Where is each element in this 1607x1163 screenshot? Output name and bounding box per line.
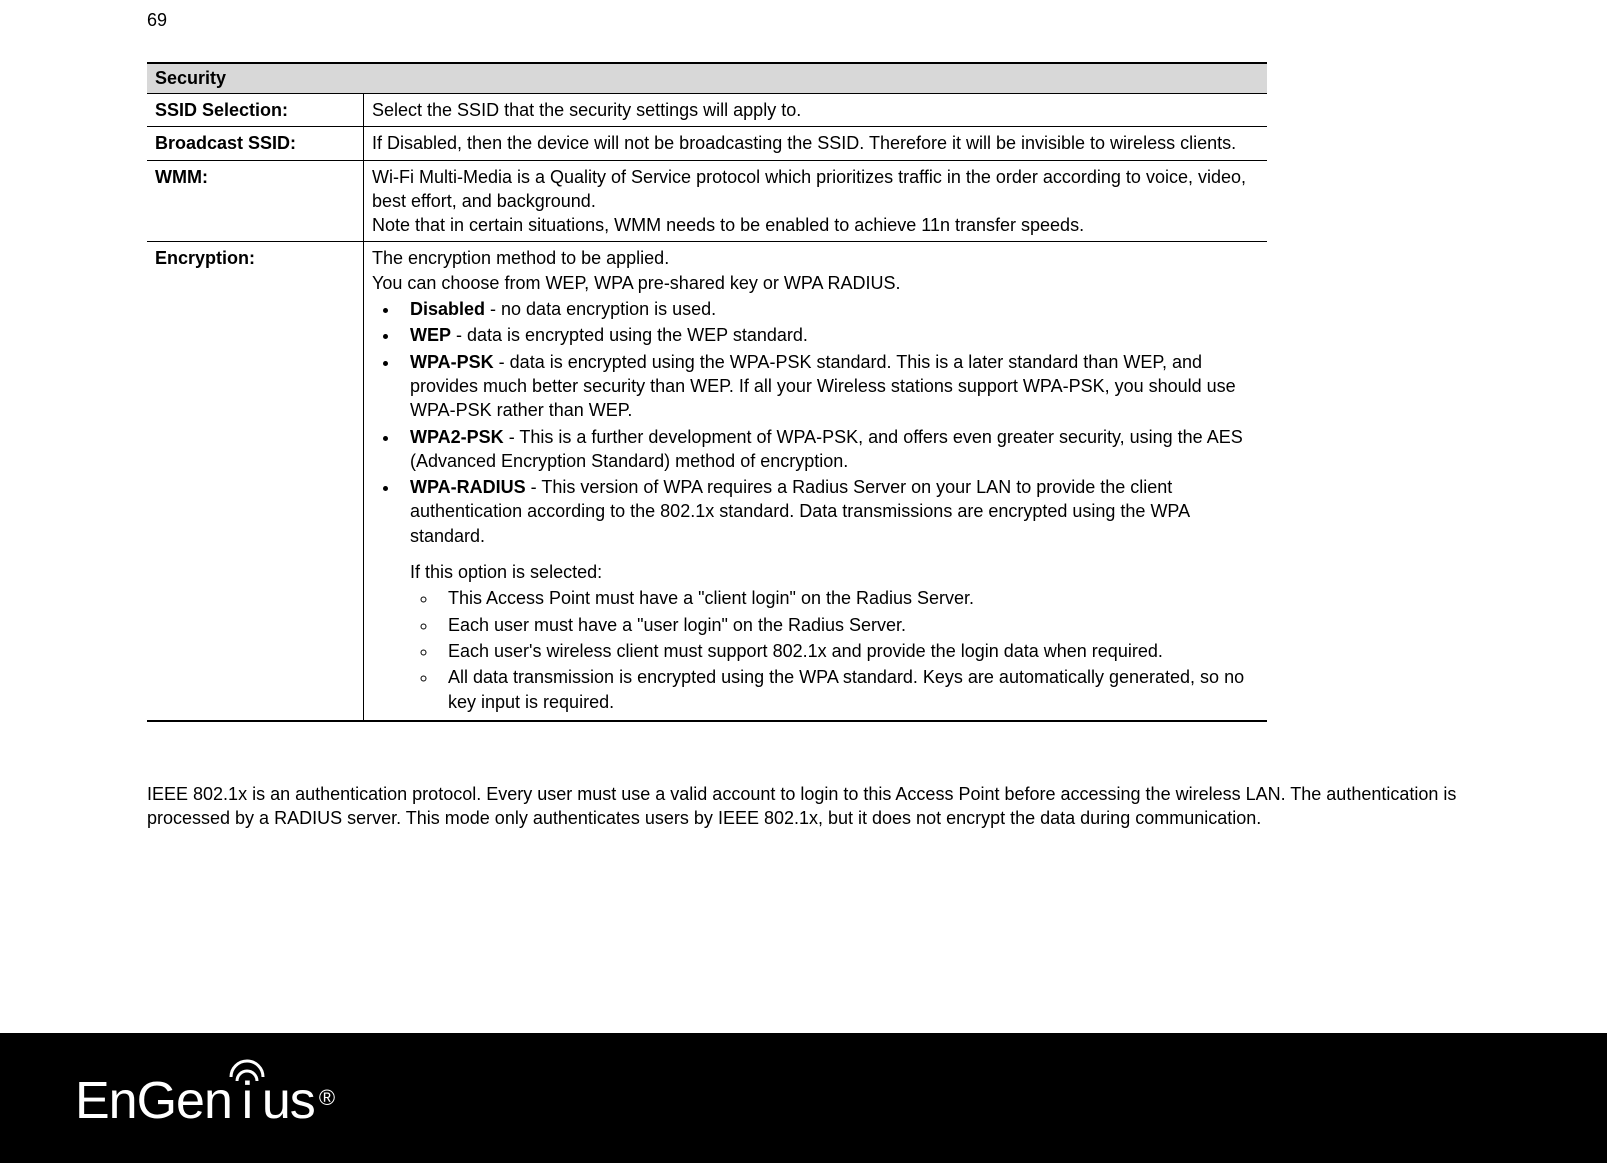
enc-name-wpapsk: WPA-PSK xyxy=(410,352,494,372)
row-label-encryption: Encryption: xyxy=(147,242,364,721)
wmm-desc-2: Note that in certain situations, WMM nee… xyxy=(372,215,1084,235)
enc-text-wparadius: - This version of WPA requires a Radius … xyxy=(410,477,1189,546)
list-item: WPA-PSK - data is encrypted using the WP… xyxy=(400,350,1259,423)
table-header: Security xyxy=(147,63,1267,94)
security-table: Security SSID Selection: Select the SSID… xyxy=(147,62,1267,722)
page-number: 69 xyxy=(147,10,167,31)
enc-name-wep: WEP xyxy=(410,325,451,345)
wmm-desc-1: Wi-Fi Multi-Media is a Quality of Servic… xyxy=(372,167,1246,211)
list-item: All data transmission is encrypted using… xyxy=(438,665,1259,714)
content-area: Security SSID Selection: Select the SSID… xyxy=(147,62,1267,830)
list-item: WEP - data is encrypted using the WEP st… xyxy=(400,323,1259,347)
registered-mark: ® xyxy=(319,1085,334,1111)
enc-text-wpapsk: - data is encrypted using the WPA-PSK st… xyxy=(410,352,1236,421)
list-item: Disabled - no data encryption is used. xyxy=(400,297,1259,321)
brand-suffix: us xyxy=(262,1071,315,1131)
brand-i-wifi: i xyxy=(232,1071,262,1131)
list-item: This Access Point must have a "client lo… xyxy=(438,586,1259,610)
enc-text-wep: - data is encrypted using the WEP standa… xyxy=(451,325,808,345)
encryption-intro-2: You can choose from WEP, WPA pre-shared … xyxy=(372,273,901,293)
row-desc-wmm: Wi-Fi Multi-Media is a Quality of Servic… xyxy=(364,160,1268,242)
row-label-wmm: WMM: xyxy=(147,160,364,242)
enc-text-wpa2psk: - This is a further development of WPA-P… xyxy=(410,427,1243,471)
list-item: WPA-RADIUS - This version of WPA require… xyxy=(400,475,1259,714)
enc-text-disabled: - no data encryption is used. xyxy=(485,299,716,319)
row-desc-ssid: Select the SSID that the security settin… xyxy=(364,94,1268,127)
enc-name-wpa2psk: WPA2-PSK xyxy=(410,427,504,447)
list-item: Each user must have a "user login" on th… xyxy=(438,613,1259,637)
brand-prefix: EnGen xyxy=(75,1071,232,1131)
page: 69 Security SSID Selection: Select the S… xyxy=(0,0,1607,1163)
enc-name-disabled: Disabled xyxy=(410,299,485,319)
row-label-broadcast: Broadcast SSID: xyxy=(147,127,364,160)
table-row: WMM: Wi-Fi Multi-Media is a Quality of S… xyxy=(147,160,1267,242)
table-row: Encryption: The encryption method to be … xyxy=(147,242,1267,721)
encryption-intro-1: The encryption method to be applied. xyxy=(372,248,669,268)
row-label-ssid: SSID Selection: xyxy=(147,94,364,127)
encryption-sublist: This Access Point must have a "client lo… xyxy=(410,586,1259,713)
footer-inner: EnGen i us® xyxy=(75,1071,334,1131)
sub-intro: If this option is selected: xyxy=(410,560,1259,584)
row-desc-encryption: The encryption method to be applied. You… xyxy=(364,242,1268,721)
table-row: Broadcast SSID: If Disabled, then the de… xyxy=(147,127,1267,160)
list-item: Each user's wireless client must support… xyxy=(438,639,1259,663)
footer: EnGen i us® xyxy=(0,1033,1607,1163)
encryption-list: Disabled - no data encryption is used. W… xyxy=(372,297,1259,714)
wifi-icon xyxy=(227,1057,267,1083)
row-desc-broadcast: If Disabled, then the device will not be… xyxy=(364,127,1268,160)
table-row: SSID Selection: Select the SSID that the… xyxy=(147,94,1267,127)
list-item: WPA2-PSK - This is a further development… xyxy=(400,425,1259,474)
brand-logo: EnGen i us® xyxy=(75,1071,334,1131)
enc-name-wparadius: WPA-RADIUS xyxy=(410,477,526,497)
bottom-paragraph: IEEE 802.1x is an authentication protoco… xyxy=(147,782,1457,831)
table-header-row: Security xyxy=(147,63,1267,94)
